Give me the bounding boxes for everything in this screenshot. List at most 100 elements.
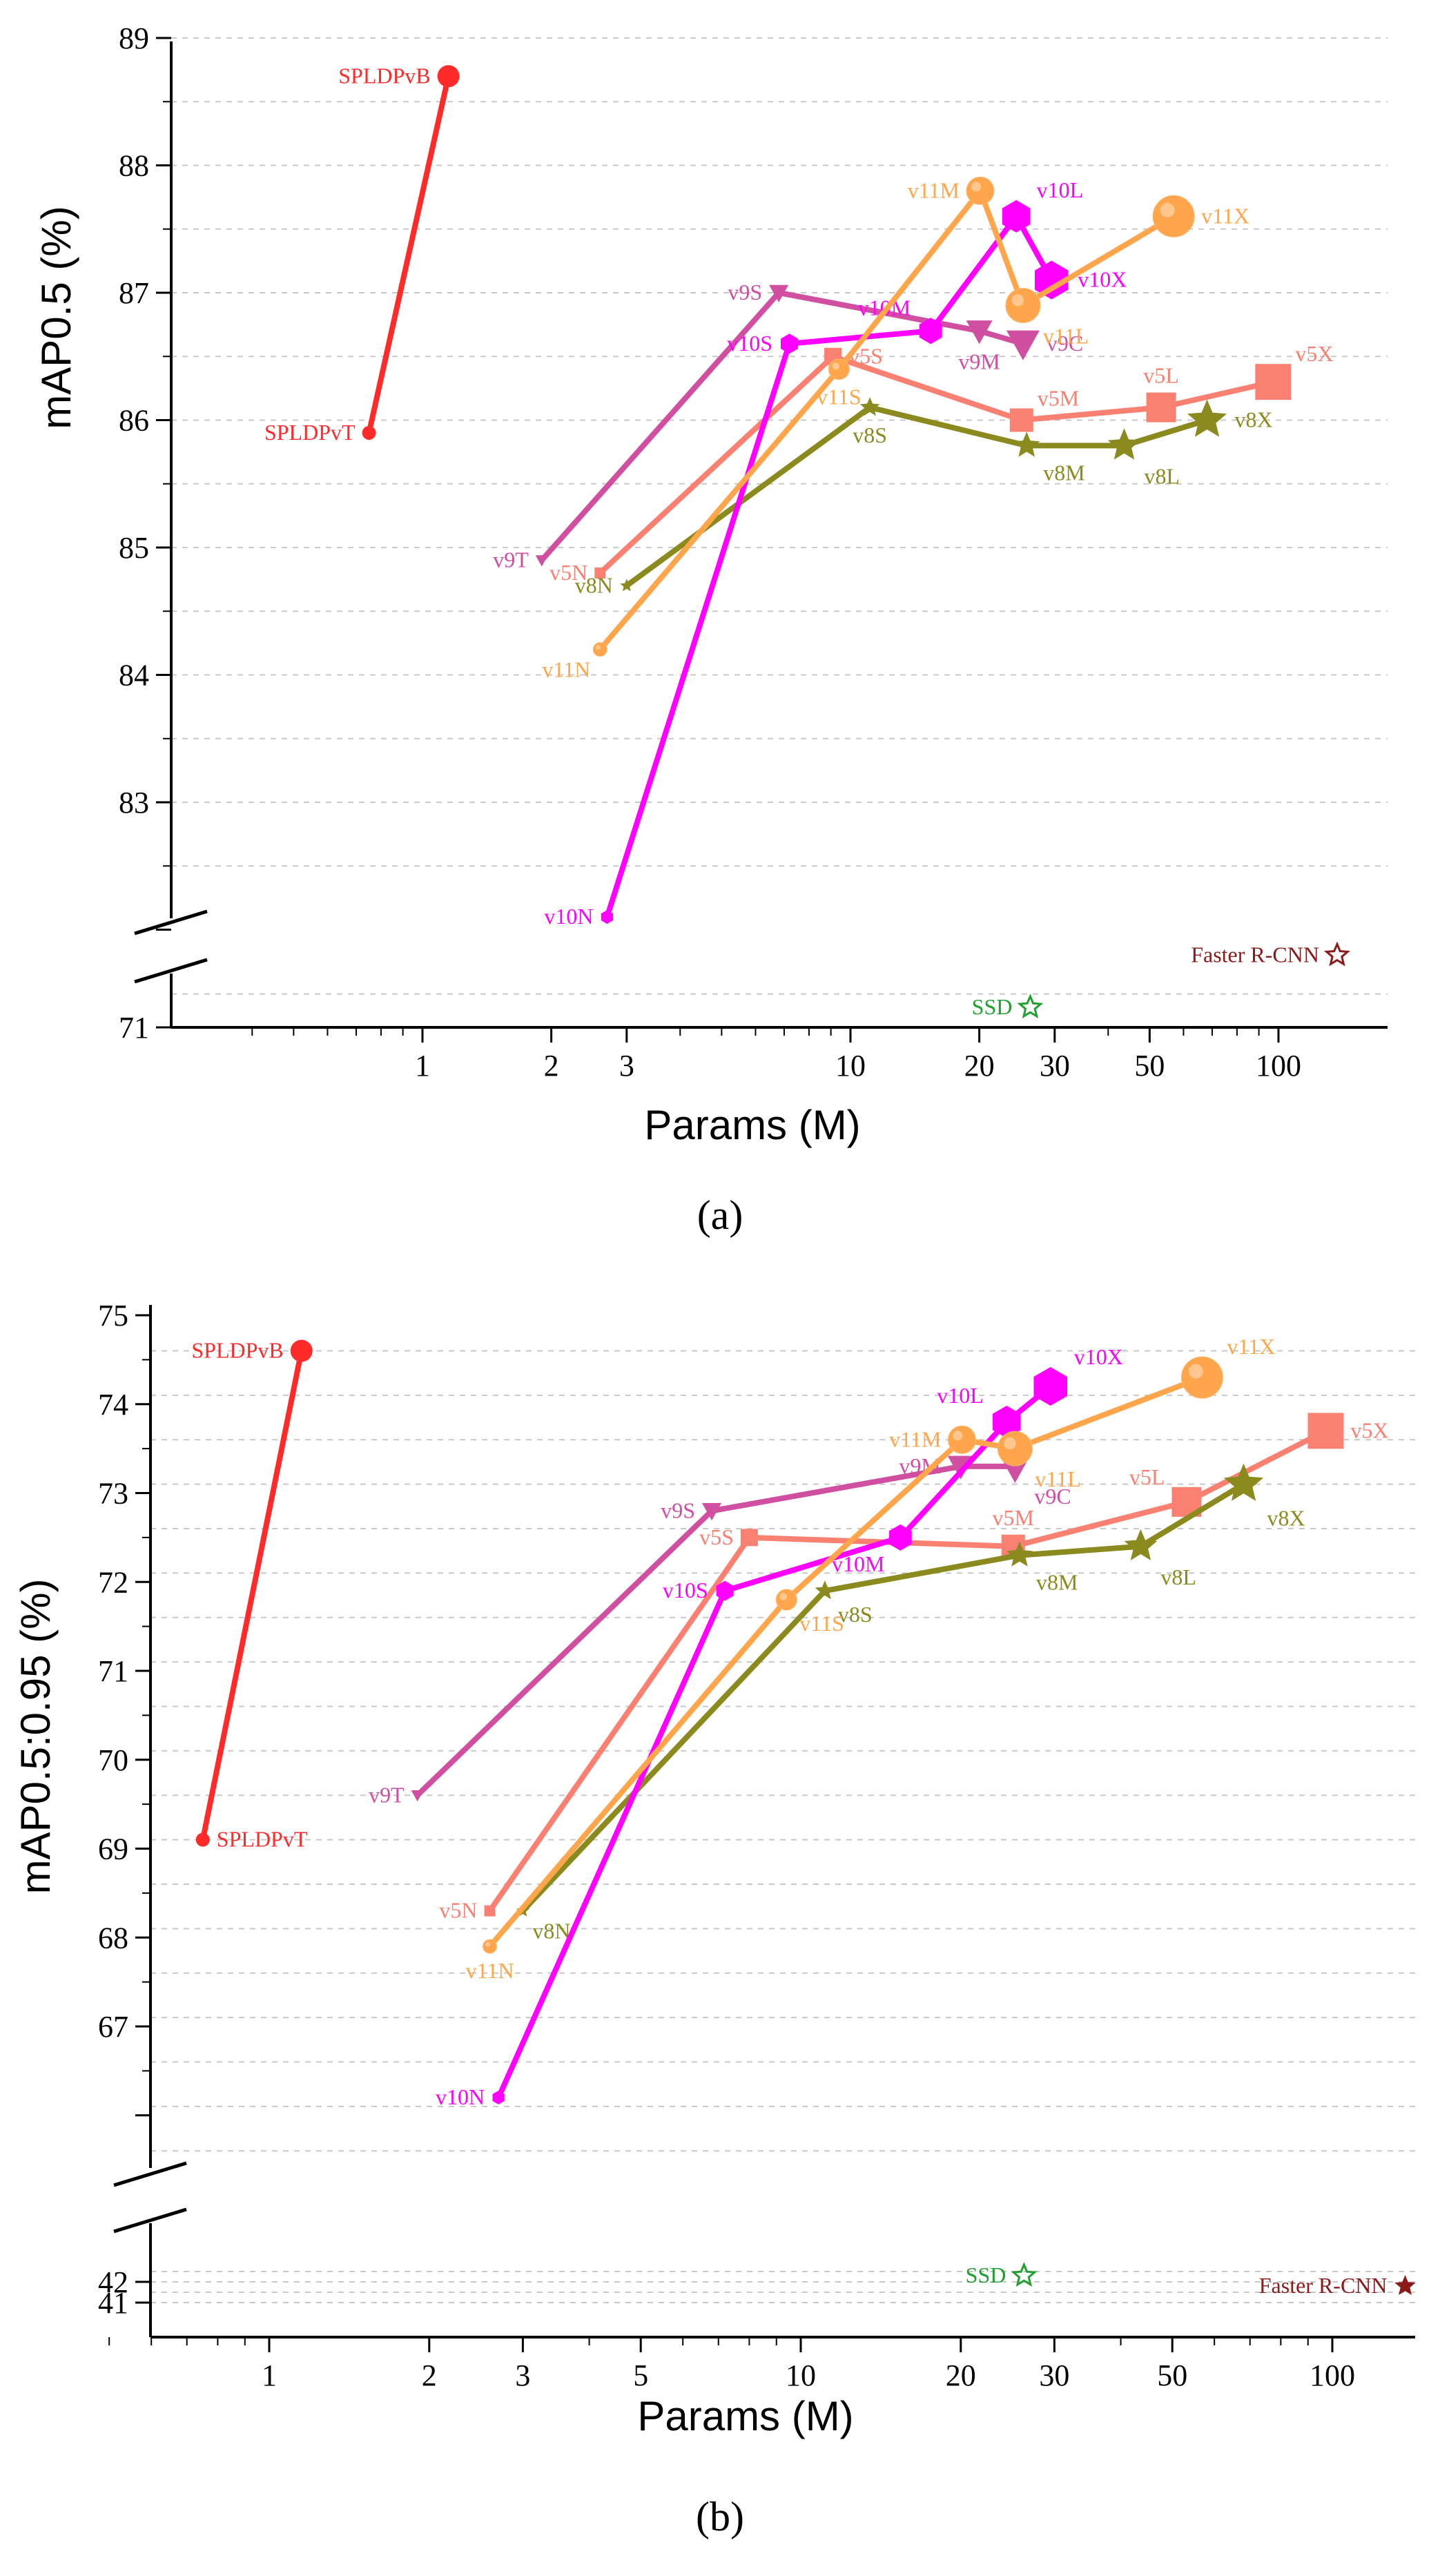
chart-a-point-label: v5N — [549, 560, 587, 585]
chart-b-point-label: v9T — [369, 1782, 405, 1807]
chart-a-axis-break — [134, 909, 208, 984]
chart-b-point-label: SPLDPvT — [217, 1827, 308, 1852]
chart-b-y-tick-label: 75 — [98, 1299, 128, 1333]
chart-b-point-ssd — [1011, 2262, 1038, 2287]
chart-a-point-label: SSD — [972, 994, 1013, 1019]
chart-b-point-label: v8N — [532, 1919, 570, 1944]
chart-b-x-tick-label: 1 — [262, 2359, 277, 2392]
chart-a-point-v11l — [1005, 287, 1041, 323]
chart-a-point-label: v9T — [493, 547, 529, 572]
chart-b-point-label: v11N — [466, 1958, 514, 1983]
chart-a-point-v8m — [1013, 432, 1040, 457]
chart-a-gridlines — [171, 37, 1388, 995]
chart-a-x-tick-label: 30 — [1040, 1049, 1070, 1083]
chart-a-point-label: v5X — [1295, 341, 1333, 366]
chart-b-point-spldpvt — [195, 1832, 210, 1847]
chart-b-line-yolov9 — [414, 1463, 1018, 1799]
chart-b-point-v10m — [888, 1524, 912, 1551]
chart-a-y-tick-label: 89 — [119, 21, 149, 55]
chart-a-point-label: v11S — [817, 385, 862, 409]
chart-a-point-v9s — [769, 284, 789, 302]
chart-a-point-label: v10S — [727, 331, 772, 356]
chart-b-point-label: v10M — [832, 1551, 884, 1576]
chart-a-point-label: v9S — [728, 280, 762, 304]
chart-a-x-tick-label: 100 — [1256, 1049, 1301, 1083]
chart-a-point-v8x — [1187, 399, 1227, 437]
chart-b-point-v11x-highlight — [1188, 1364, 1203, 1379]
chart-a-point-v5l — [1146, 392, 1176, 423]
chart-b-y-tick-label: 71 — [98, 1654, 128, 1688]
chart-b-point-label: v5N — [439, 1898, 477, 1923]
chart-a-x-tick-label: 2 — [544, 1049, 559, 1083]
chart-b-y-tick-label: 70 — [98, 1743, 128, 1777]
chart-b-x-tick-label: 10 — [786, 2359, 816, 2392]
chart-b-point-v11l-highlight — [1004, 1437, 1016, 1450]
chart-a-point-v11s-highlight — [832, 362, 840, 370]
chart-a-point-v8l — [1107, 428, 1141, 460]
chart-b-point-v8x — [1224, 1463, 1264, 1501]
chart-a-y-tick-label: 71 — [119, 1011, 149, 1045]
chart-a-point-v8n — [620, 579, 634, 592]
chart-b-y-tick-label: 74 — [98, 1388, 128, 1422]
chart-b-point-v8s — [815, 1580, 835, 1600]
chart-b-point-label: v10X — [1074, 1344, 1123, 1369]
chart-a-point-v10s — [781, 333, 799, 354]
chart-b-series-spldpv: SPLDPvT SPLDPvB — [191, 1338, 313, 1852]
chart-a-x-tick-label: 20 — [964, 1049, 995, 1083]
chart-b-x-tick-label: 20 — [946, 2359, 976, 2392]
chart-b-point-label: v9S — [661, 1498, 695, 1522]
chart-b-x-tick-label: 2 — [422, 2359, 437, 2392]
chart-b-point-label: SPLDPvB — [191, 1338, 283, 1363]
chart-b: Params (M) mAP0.5:0.95 (%) (b) 67 68 69 70 7… — [12, 1299, 1416, 2539]
chart-b-series-yolov8: v8N v8S v8M v8L v8X — [516, 1463, 1305, 1944]
chart-b-y-tick-label: 67 — [98, 2010, 128, 2044]
chart-b-point-spldpvb — [290, 1339, 313, 1362]
chart-b-point-label: v8X — [1267, 1506, 1305, 1531]
chart-b-point-label: Faster R-CNN — [1259, 2273, 1388, 2298]
chart-b-y-tick-label: 72 — [98, 1565, 128, 1599]
chart-b-point-label: v10S — [663, 1578, 708, 1602]
chart-a-point-v11s — [828, 358, 850, 380]
chart-a-x-tick-label: 10 — [835, 1049, 866, 1083]
chart-a: Params (M) mAP0.5 (%) (a) 83 84 85 86 87 88 89… — [33, 21, 1388, 1238]
chart-b-point-faster-r-cnn — [1394, 2275, 1416, 2295]
chart-b-y-tick-label: 68 — [98, 1921, 128, 1955]
chart-b-point-label: v11X — [1227, 1334, 1275, 1359]
chart-b-gridlines — [150, 1350, 1415, 2303]
chart-b-point-v11n — [483, 1939, 498, 1954]
chart-b-point-v11m — [947, 1425, 976, 1454]
chart-b-series-yolov5: v5N v5S v5M v5L v5X — [439, 1413, 1389, 1923]
chart-a-point-v11n-highlight — [595, 645, 601, 650]
chart-a-point-v9c — [1006, 330, 1040, 360]
chart-b-axis-break — [113, 2161, 187, 2234]
chart-b-point-v5n — [484, 1905, 496, 1917]
chart-b-point-label: v10N — [436, 2084, 485, 2109]
chart-b-y-tick-label: 69 — [98, 1832, 128, 1866]
chart-a-line-yolov8 — [623, 405, 1210, 589]
chart-a-y-tick-label: 87 — [119, 276, 149, 310]
chart-b-point-label: v11L — [1035, 1466, 1080, 1491]
chart-b-point-v11l — [997, 1431, 1033, 1466]
chart-a-x-axis-title: Params (M) — [644, 1102, 860, 1148]
chart-a-point-v10m — [919, 318, 942, 345]
chart-a-x-tick-label: 1 — [415, 1049, 430, 1083]
chart-a-point-label: v10L — [1037, 177, 1084, 202]
chart-a-point-v9m — [966, 320, 993, 345]
chart-b-caption: (b) — [696, 2494, 744, 2539]
chart-b-point-v10s — [716, 1580, 734, 1601]
chart-a-point-label: v10N — [544, 904, 593, 929]
chart-b-y-tick-label: 73 — [98, 1477, 128, 1511]
chart-a-point-v10n — [601, 910, 614, 924]
chart-a-point-label: v8M — [1043, 460, 1084, 485]
chart-a-x-tick-label: 50 — [1134, 1049, 1165, 1083]
chart-b-point-label: v8L — [1160, 1565, 1196, 1589]
chart-a-point-ssd — [1017, 994, 1044, 1019]
chart-b-y-tick-label: 41 — [98, 2286, 128, 2320]
chart-a-point-spldpvb — [437, 65, 460, 88]
chart-b-x-tick-label: 100 — [1310, 2359, 1355, 2392]
chart-a-point-label: v11M — [908, 177, 960, 202]
chart-b-point-v9s — [702, 1503, 722, 1521]
chart-b-x-axis-title: Params (M) — [637, 2393, 853, 2439]
chart-b-point-v11s-highlight — [779, 1593, 788, 1600]
chart-a-line-yolov9 — [538, 290, 1026, 563]
